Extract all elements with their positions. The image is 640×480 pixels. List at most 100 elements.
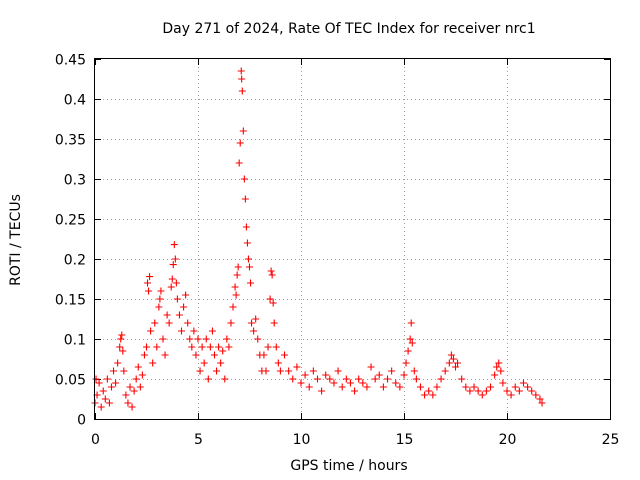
data-point [264,343,272,351]
data-point [425,387,433,395]
y-tick-label: 0.3 [64,173,86,189]
data-point [124,399,132,407]
data-point [233,271,241,279]
data-point [206,343,214,351]
data-point [330,379,338,387]
data-point [478,391,486,399]
y-tick-label: 0 [77,413,86,429]
data-point [153,343,161,351]
data-point [410,367,418,375]
data-point [400,371,408,379]
data-point [297,379,305,387]
data-point [232,291,240,299]
data-point [243,239,251,247]
data-point [384,375,392,383]
data-point [188,343,196,351]
data-point [305,383,313,391]
data-point [503,387,511,395]
data-point [147,327,155,335]
data-point [293,363,301,371]
data-point [97,403,105,411]
x-tick-label: 0 [91,432,100,448]
data-point [246,263,253,271]
data-point [169,261,177,269]
y-axis-label: ROTI / TECUs [8,194,24,286]
data-point [281,351,289,359]
data-point [134,363,142,371]
x-tick-label: 15 [396,432,414,448]
y-tick-label: 0.1 [64,333,86,349]
data-point [192,351,200,359]
data-point [178,327,186,335]
data-point [474,387,482,395]
data-point [447,351,455,359]
data-point [407,319,415,327]
data-point [130,387,138,395]
data-point [408,339,416,347]
data-point [235,159,243,167]
data-point [487,383,495,391]
data-point [429,391,437,399]
data-point [242,223,250,231]
data-point [445,359,453,367]
data-point [175,311,183,319]
data-point [149,359,157,367]
data-point [227,319,235,327]
data-point [237,67,245,75]
data-point [136,383,144,391]
data-point [250,327,258,335]
data-point [239,127,247,135]
y-tick-label: 0.25 [55,213,86,229]
data-point [194,335,202,343]
data-point [184,319,192,327]
x-tick-label: 5 [194,432,203,448]
data-point [266,295,274,303]
data-point [165,319,173,327]
data-point [223,335,231,343]
data-point [112,379,120,387]
data-point [163,311,171,319]
data-point [437,375,445,383]
data-point [202,335,210,343]
data-point [260,351,268,359]
data-point [182,291,190,299]
data-point [244,255,252,263]
y-tick-label: 0.4 [64,93,86,109]
data-point [346,379,354,387]
data-point [103,375,111,383]
data-point [470,383,478,391]
data-point [234,263,242,271]
data-point [285,367,293,375]
data-point [101,395,109,403]
data-point [138,371,146,379]
data-point [406,335,414,343]
data-point [159,335,167,343]
y-tick-label: 0.2 [64,253,86,269]
data-point [248,319,256,327]
data-point [157,287,165,295]
data-point [262,367,270,375]
data-point [379,383,387,391]
data-point [167,283,175,291]
data-point [186,335,194,343]
y-tick-label: 0.05 [55,373,86,389]
data-point [171,255,179,263]
data-point [538,399,546,407]
data-point [351,387,359,395]
data-point [371,375,379,383]
data-point [170,241,178,249]
data-point [190,327,198,335]
data-point [225,343,233,351]
data-point [180,303,188,311]
data-point [497,367,505,375]
data-point [247,279,255,287]
data-point [140,351,148,359]
y-tick-label: 0.45 [55,53,86,69]
data-point [491,371,499,379]
data-point [524,383,532,391]
data-point [396,383,404,391]
data-point [107,383,115,391]
data-point [126,383,134,391]
data-point [375,371,383,379]
data-point [172,279,180,287]
